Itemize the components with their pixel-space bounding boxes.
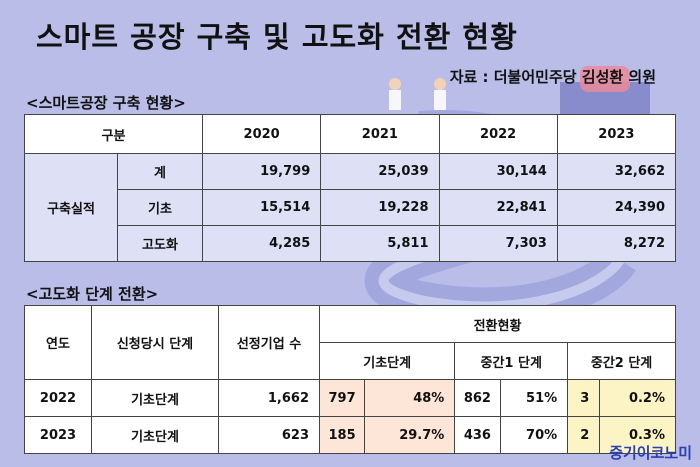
header-year: 2021 — [320, 114, 440, 154]
row-label: 계 — [117, 153, 203, 190]
cell-mid1-pct: 70% — [499, 416, 569, 454]
table-row: 고도화 4,285 5,811 7,303 8,272 — [24, 225, 677, 262]
row-label: 고도화 — [117, 225, 203, 262]
cell-basic-count: 797 — [318, 379, 366, 417]
section-heading-transition: <고도화 단계 전환> — [26, 285, 159, 303]
construction-status-table: 구분 2020 2021 2022 2023 구축실적 계 19,799 25,… — [24, 114, 677, 262]
header-category: 구분 — [24, 114, 203, 154]
row-label: 기초 — [117, 189, 203, 226]
cell-mid1-count: 862 — [454, 379, 501, 417]
header-mid2: 중간2 단계 — [567, 342, 676, 380]
transition-table: 연도 신청당시 단계 선정기업 수 전환현황 기초단계 중간1 단계 중간2 단… — [24, 305, 676, 454]
cell-mid2-count: 2 — [567, 416, 601, 454]
table-row: 구축실적 계 19,799 25,039 30,144 32,662 — [24, 153, 677, 262]
table-subheader-row: 기초단계 중간1 단계 중간2 단계 — [25, 342, 676, 380]
table-row: 기초 15,514 19,228 22,841 24,390 — [24, 189, 677, 226]
brand-logo-text: 중기이코노미 — [609, 444, 692, 462]
cell-year: 2022 — [24, 379, 92, 417]
cell-value: 7,303 — [438, 225, 558, 262]
cell-stage: 기초단계 — [91, 379, 219, 417]
group-label: 구축실적 — [24, 153, 118, 262]
cell-stage: 기초단계 — [91, 416, 219, 454]
header-year: 2022 — [438, 114, 558, 154]
cell-value: 24,390 — [556, 189, 677, 226]
source-note: 자료 : 더불어민주당 김성환 의원 — [449, 68, 656, 86]
cell-year: 2023 — [24, 416, 92, 454]
cell-value: 4,285 — [201, 225, 322, 262]
header-year: 2020 — [201, 114, 322, 154]
cell-selected: 1,662 — [218, 379, 320, 417]
cell-mid2-pct: 0.2% — [599, 379, 676, 417]
header-year: 2023 — [556, 114, 677, 154]
cell-value: 19,799 — [201, 153, 322, 190]
cell-value: 5,811 — [320, 225, 440, 262]
cell-value: 32,662 — [556, 153, 677, 190]
cell-basic-pct: 29.7% — [364, 416, 456, 454]
cell-mid2-count: 3 — [567, 379, 601, 417]
cell-value: 30,144 — [438, 153, 558, 190]
header-basic: 기초단계 — [318, 342, 456, 380]
cell-value: 19,228 — [320, 189, 440, 226]
table-row: 2022 기초단계 1,662 797 48% 862 51% 3 0.2% — [24, 379, 676, 417]
cell-value: 22,841 — [438, 189, 558, 226]
cell-value: 8,272 — [556, 225, 677, 262]
header-year: 연도 — [24, 305, 92, 380]
header-stage: 신청당시 단계 — [91, 305, 219, 380]
table-row: 2023 기초단계 623 185 29.7% 436 70% 2 0.3% — [24, 416, 676, 454]
header-transition: 전환현황 — [319, 305, 676, 343]
table-header-row: 연도 신청당시 단계 선정기업 수 전환현황 — [24, 305, 676, 380]
section-heading-construction: <스마트공장 구축 현황> — [26, 94, 186, 112]
cell-basic-count: 185 — [318, 416, 366, 454]
header-selected: 선정기업 수 — [218, 305, 320, 380]
cell-value: 25,039 — [320, 153, 440, 190]
table-header-row: 구분 2020 2021 2022 2023 — [24, 114, 677, 154]
cell-value: 15,514 — [201, 189, 322, 226]
cell-mid1-pct: 51% — [499, 379, 569, 417]
cell-basic-pct: 48% — [364, 379, 456, 417]
cell-mid2-pct: 0.3% — [599, 416, 676, 454]
cell-selected: 623 — [218, 416, 320, 454]
header-mid1: 중간1 단계 — [454, 342, 569, 380]
page-title: 스마트 공장 구축 및 고도화 전환 현황 — [36, 20, 518, 54]
cell-mid1-count: 436 — [454, 416, 501, 454]
